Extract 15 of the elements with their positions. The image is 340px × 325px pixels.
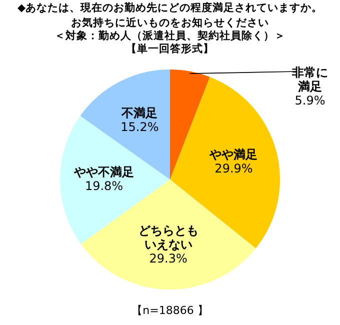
chart-subtitle: お気持ちに近いものをお知らせください xyxy=(70,17,270,30)
data-label: 15.2% xyxy=(120,120,159,134)
data-label: 29.9% xyxy=(214,162,253,176)
text: 【単一回答形式】 xyxy=(125,43,215,56)
slice-label: どちらともいえない xyxy=(138,224,198,252)
text: ＜対象：勤め人（派遣社員、契約社員除く）＞ xyxy=(54,30,286,43)
chart-title: ◆あなたは、現在のお勤め先にどの程度満足されていますか。 xyxy=(16,2,324,15)
data-label: 29.3% xyxy=(149,252,188,266)
text: 【n=18866 】 xyxy=(130,303,210,318)
slice-label: 不満足 xyxy=(120,106,158,120)
slice-label: やや不満足 xyxy=(73,164,134,179)
slice-label: 非常に満足 xyxy=(291,66,328,94)
data-label: 19.8% xyxy=(84,178,124,193)
slice-label: やや満足 xyxy=(208,148,258,162)
data-label: 5.9% xyxy=(294,94,326,108)
